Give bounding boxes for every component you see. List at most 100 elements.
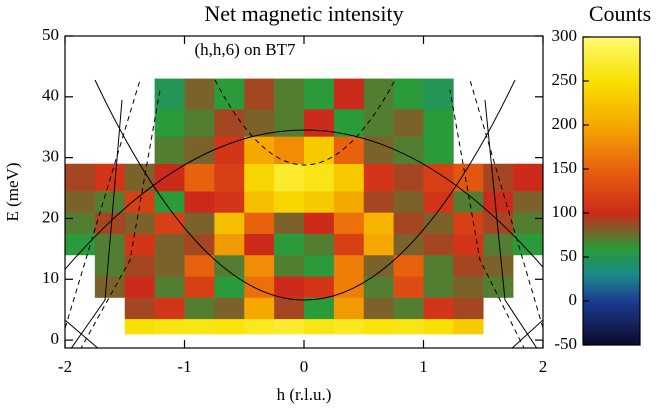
heat-cell [154,136,185,165]
heat-cell [184,108,215,137]
heat-cell [393,212,424,234]
colorbar-step [583,142,640,146]
heat-cell [453,297,484,320]
colorbar-step [583,203,640,207]
heat-cell [94,163,126,192]
heat-cell [184,191,215,213]
heat-cell [333,276,365,298]
colorbar-step [583,78,640,82]
heat-cell [244,163,275,192]
heat-cell [423,233,454,256]
colorbar-step [583,155,640,159]
heat-cell [333,254,365,277]
heat-cell [65,212,96,234]
colorbar-tick-label: -50 [554,334,577,353]
colorbar-step [583,178,640,182]
colorbar-step [583,70,640,74]
colorbar-step [583,98,640,102]
heat-cell [124,191,155,213]
heat-cell [453,191,484,213]
heat-cell [184,212,215,234]
heat-cell [214,318,245,335]
heat-cell [333,163,365,192]
heat-cell [184,136,215,165]
heat-cell [154,318,185,335]
colorbar-step [583,62,640,66]
colorbar-step [583,75,640,79]
model-curves [65,79,543,348]
colorbar-step [583,293,640,297]
heat-cell [154,108,185,137]
heat-cell [304,136,335,165]
colorbar-step [583,37,640,40]
colorbar-step [583,147,640,151]
colorbar-tick-label: 100 [552,202,578,221]
heat-cell [274,136,305,165]
colorbar-step [583,242,640,246]
heat-cell [244,297,275,320]
x-tick-label: -1 [177,357,191,376]
colorbar-step [583,106,640,110]
colorbar-step [583,221,640,225]
colorbar-step [583,316,640,320]
colorbar-step [583,219,640,223]
colorbar-step [583,260,640,264]
colorbar-step [583,265,640,269]
heat-cell [423,276,454,298]
colorbar-step [583,96,640,99]
y-tick-label: 30 [42,147,59,166]
heat-cell [154,276,185,298]
y-axis-label: E (meV) [3,162,22,221]
colorbar-step [583,257,640,261]
heat-cell [274,254,305,277]
colorbar-step [583,252,640,256]
heat-cell [304,212,335,234]
chart-title: Net magnetic intensity [204,1,403,26]
colorbar-step [583,296,640,300]
colorbar-step [583,337,640,341]
annotation: (h,h,6) on BT7 [194,40,296,59]
heatmap [65,78,544,335]
heat-cell [184,78,215,110]
colorbar-step [583,60,640,64]
colorbar-step [583,255,640,259]
heat-cell [333,233,365,256]
colorbar-step [583,291,640,295]
heat-cell [483,276,514,298]
colorbar-step [583,229,640,233]
colorbar-step [583,85,640,89]
colorbar-step [583,239,640,243]
heat-cell [363,163,394,192]
colorbar-step [583,162,640,166]
heat-cell [244,318,275,335]
heat-cell [393,191,424,213]
heat-cell [65,191,96,213]
heat-cell [304,254,335,277]
heat-cell [513,233,544,256]
colorbar-label: Counts [589,1,651,26]
heat-cell [274,163,305,192]
heat-cell [214,191,245,213]
colorbar-step [583,88,640,92]
colorbar-step [583,72,640,76]
heat-cell [304,318,335,335]
colorbar-step [583,262,640,266]
heat-cell [154,191,185,213]
heat-cell [304,276,335,298]
heat-cell [333,297,365,320]
colorbar-step [583,224,640,228]
colorbar-step [583,57,640,61]
colorbar-step [583,93,640,97]
colorbar-step [583,183,640,187]
heat-cell [154,212,185,234]
heat-cell [513,191,544,213]
heat-cell [184,254,215,277]
colorbar-step [583,80,640,84]
colorbar-step [583,288,640,292]
heat-cell [333,191,365,213]
heat-cell [333,212,365,234]
colorbar-step [583,306,640,310]
heat-cell [363,297,394,320]
heat-cell [154,254,185,277]
colorbar-step [583,211,640,215]
